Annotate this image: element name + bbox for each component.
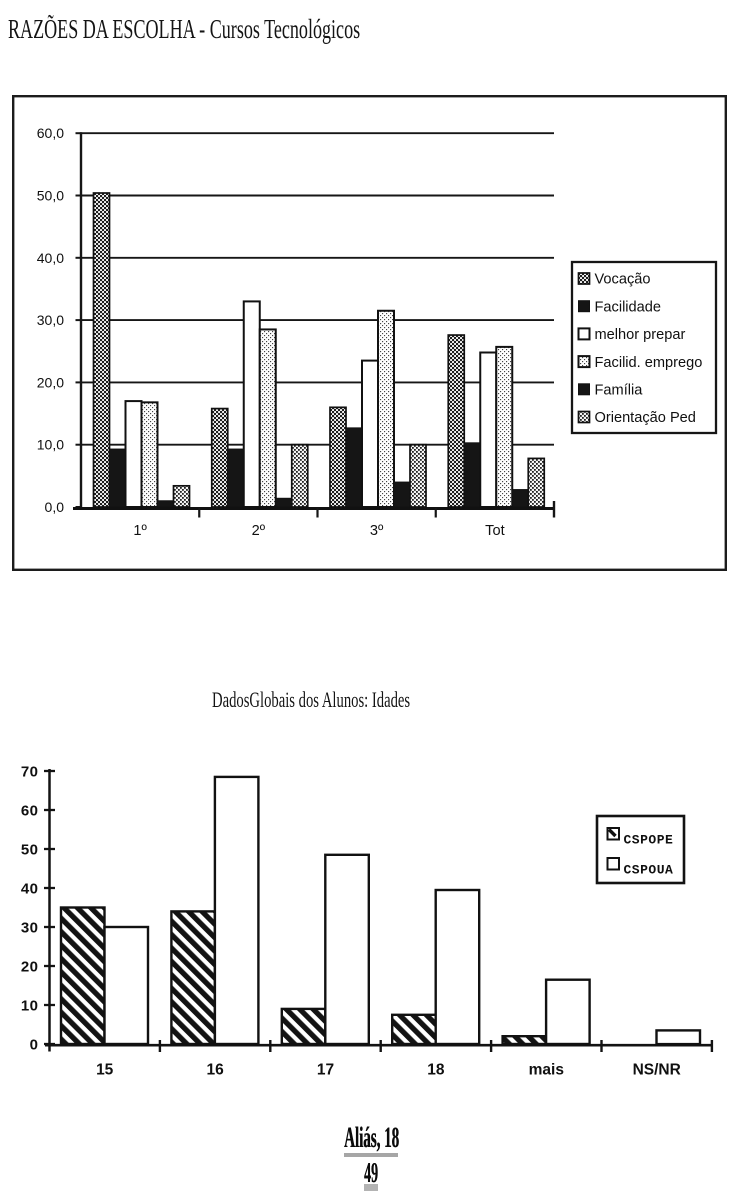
svg-text:NS/NR: NS/NR bbox=[633, 1062, 681, 1079]
svg-text:50: 50 bbox=[21, 841, 39, 858]
svg-text:melhor prepar: melhor prepar bbox=[595, 327, 686, 343]
svg-text:Facilidade: Facilidade bbox=[595, 299, 662, 315]
svg-text:10: 10 bbox=[21, 997, 39, 1014]
svg-text:Família: Família bbox=[595, 383, 644, 399]
svg-text:CSPOPE: CSPOPE bbox=[624, 833, 674, 848]
svg-text:Facilid. emprego: Facilid. emprego bbox=[595, 355, 703, 371]
svg-text:20,0: 20,0 bbox=[37, 374, 64, 390]
svg-text:0: 0 bbox=[30, 1036, 39, 1053]
svg-text:17: 17 bbox=[317, 1062, 334, 1079]
svg-text:40: 40 bbox=[21, 880, 39, 897]
svg-text:16: 16 bbox=[206, 1062, 224, 1079]
svg-text:10,0: 10,0 bbox=[37, 437, 64, 453]
svg-text:60: 60 bbox=[21, 802, 39, 819]
svg-text:3º: 3º bbox=[370, 523, 384, 539]
svg-text:15: 15 bbox=[96, 1062, 114, 1079]
svg-text:Orientação Ped: Orientação Ped bbox=[595, 410, 696, 426]
svg-text:CSPOUA: CSPOUA bbox=[624, 863, 674, 878]
svg-text:20: 20 bbox=[21, 958, 39, 975]
svg-text:30,0: 30,0 bbox=[37, 312, 64, 328]
svg-text:40,0: 40,0 bbox=[37, 250, 64, 266]
svg-text:1º: 1º bbox=[133, 523, 147, 539]
svg-text:2º: 2º bbox=[252, 523, 266, 539]
svg-text:18: 18 bbox=[427, 1062, 445, 1079]
svg-text:70: 70 bbox=[21, 763, 39, 780]
svg-text:Vocação: Vocação bbox=[595, 272, 651, 288]
svg-text:30: 30 bbox=[21, 919, 39, 936]
svg-text:Tot: Tot bbox=[485, 523, 504, 539]
svg-text:60,0: 60,0 bbox=[37, 125, 64, 141]
svg-text:50,0: 50,0 bbox=[37, 188, 64, 204]
svg-text:0,0: 0,0 bbox=[45, 499, 65, 515]
svg-text:mais: mais bbox=[529, 1062, 564, 1079]
